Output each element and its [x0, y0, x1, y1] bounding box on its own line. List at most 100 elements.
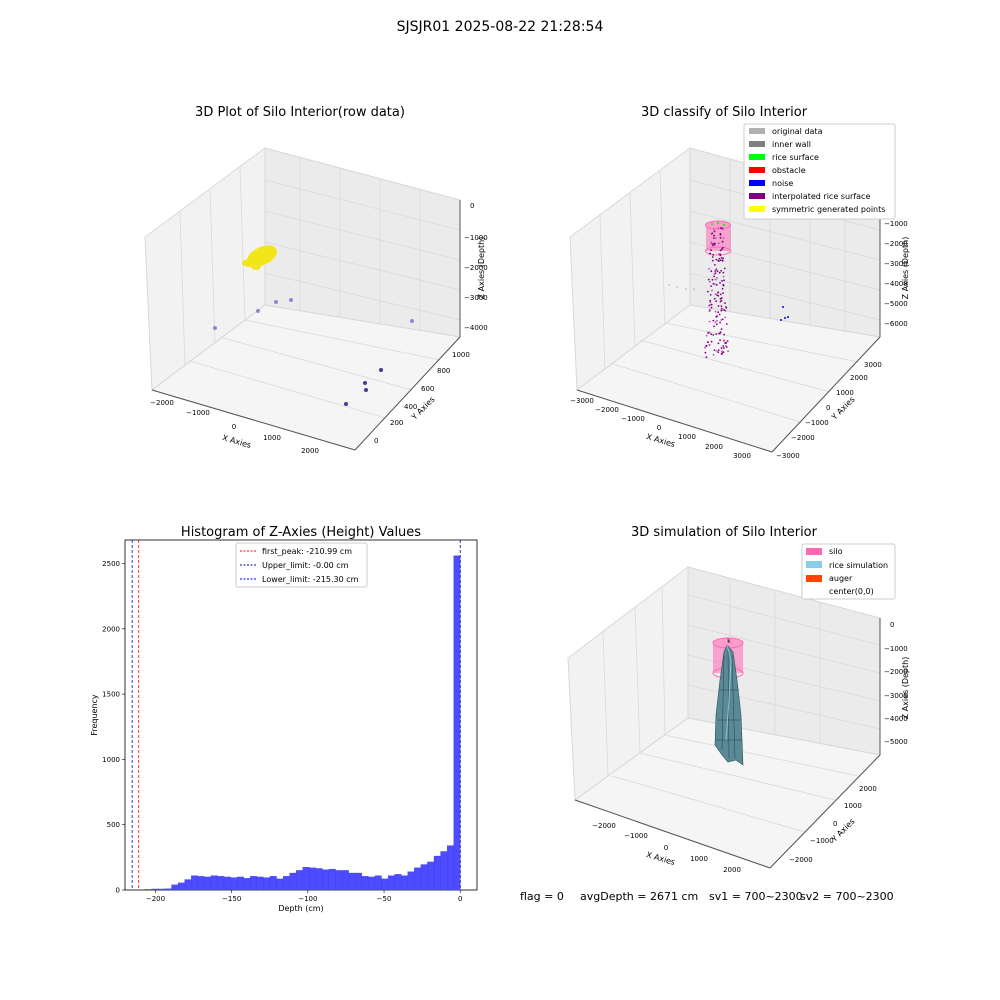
classify-point	[713, 325, 715, 328]
y-tick: 0	[374, 437, 378, 445]
classify-point	[709, 252, 711, 255]
classify-point	[722, 284, 725, 287]
panel4-y-axis-line	[769, 754, 881, 869]
hist-bar	[256, 876, 264, 891]
legend-swatch	[749, 128, 765, 134]
hist-bar	[387, 875, 395, 891]
panel-histogram: Histogram of Z-Axies (Height) Values −20…	[90, 525, 478, 913]
panel2-y-ticks: −3000 −2000 −1000 0 1000 2000 3000	[776, 361, 882, 460]
hist-bar	[433, 855, 441, 891]
classify-point	[710, 333, 713, 336]
hist-y-ticks: 0 500 1000 1500 2000 2500	[102, 560, 125, 895]
classify-point	[705, 334, 708, 337]
legend-swatch	[806, 561, 822, 568]
classify-point	[720, 319, 723, 321]
y-tick: 0	[826, 404, 830, 412]
hist-bar	[236, 876, 244, 891]
rice-surface-point	[716, 221, 720, 225]
legend-box	[235, 542, 368, 588]
x-tick: −2000	[150, 399, 174, 407]
rice-surface-highlight	[725, 644, 732, 741]
classify-point	[725, 323, 728, 325]
original-point	[685, 288, 687, 290]
classify-point	[719, 259, 722, 262]
noise-point	[784, 317, 786, 319]
rice-surface-point	[722, 223, 726, 227]
status-flag: flag = 0	[520, 890, 564, 903]
z-tick: −4000	[884, 715, 908, 723]
legend-label: inner wall	[772, 140, 811, 149]
classify-point	[713, 273, 716, 275]
z-tick: −1000	[884, 645, 908, 653]
z-tick: −3000	[884, 692, 908, 700]
hist-bar	[322, 869, 330, 891]
classify-point	[712, 334, 715, 336]
z-tick: −4000	[464, 324, 488, 332]
z-tick: −3000	[464, 294, 488, 302]
legend-label: symmetric generated points	[772, 205, 885, 214]
y-tick: 1000	[836, 389, 854, 397]
classify-point	[714, 293, 717, 295]
panel2-x-ticks: −3000 −2000 −1000 0 1000 2000 3000	[570, 397, 751, 460]
classify-point	[719, 232, 722, 235]
y-tick: 1000	[452, 351, 470, 359]
y-tick: 3000	[864, 361, 882, 369]
classify-point	[713, 230, 716, 233]
classify-point	[722, 347, 725, 349]
classify-point	[710, 303, 713, 306]
x-tick-label: −150	[222, 895, 241, 903]
classify-point	[710, 242, 712, 245]
raw-point	[364, 388, 368, 392]
classify-point	[708, 343, 711, 346]
classify-point	[721, 258, 724, 260]
hist-reference-lines	[131, 540, 461, 890]
hist-bar	[191, 875, 198, 891]
classify-point	[712, 353, 715, 356]
classify-point	[711, 289, 713, 292]
rice-simulation-surface	[714, 644, 744, 766]
classify-point	[719, 321, 721, 324]
legend-box	[801, 543, 896, 600]
x-tick: −1000	[621, 415, 645, 423]
z-tick: −6000	[884, 320, 908, 328]
classify-point	[724, 342, 726, 344]
y-tick: −1000	[810, 837, 834, 845]
hist-bar	[341, 870, 349, 891]
panel4-x-ticks: −2000 −1000 0 1000 2000	[592, 822, 741, 874]
classify-point	[708, 331, 711, 334]
y-tick: 800	[437, 367, 450, 375]
classify-point	[722, 351, 725, 353]
hist-bar	[145, 889, 152, 891]
classify-point	[725, 306, 728, 309]
x-tick: 1000	[690, 855, 708, 863]
classify-silo-cylinder	[705, 220, 731, 256]
classify-point	[714, 310, 717, 313]
classify-point	[719, 253, 722, 256]
classify-point	[713, 237, 715, 239]
hist-bar	[250, 876, 257, 891]
panel3-title: Histogram of Z-Axies (Height) Values	[181, 525, 421, 540]
z-tick: −5000	[884, 300, 908, 308]
panel2-z-label: Z Axies (Depth)	[901, 237, 910, 300]
panel1-y-axis-line	[354, 336, 461, 451]
hist-bar	[315, 868, 323, 891]
panel4-x-axis-line	[574, 799, 771, 869]
panel1-grid	[179, 157, 461, 419]
legend-box	[743, 123, 896, 220]
x-tick-label: 0	[458, 895, 462, 903]
panel-raw-3d: 3D Plot of Silo Interior(row data) −2000…	[144, 105, 488, 455]
y-tick: −1000	[805, 419, 829, 427]
noise-point	[780, 319, 782, 321]
classify-point	[714, 278, 717, 281]
panel2-legend: original data inner wall rice surface ob…	[743, 123, 896, 220]
classify-point	[713, 234, 715, 237]
classify-point	[722, 345, 725, 347]
y-tick-label: 1000	[102, 756, 120, 764]
x-tick: 2000	[723, 866, 741, 874]
rice-surface-point	[710, 222, 714, 226]
hist-x-ticks: −200 −150 −100 −50 0	[146, 890, 462, 903]
classify-point	[712, 282, 715, 285]
y-tick: 2000	[850, 374, 868, 382]
classify-point	[720, 257, 723, 259]
